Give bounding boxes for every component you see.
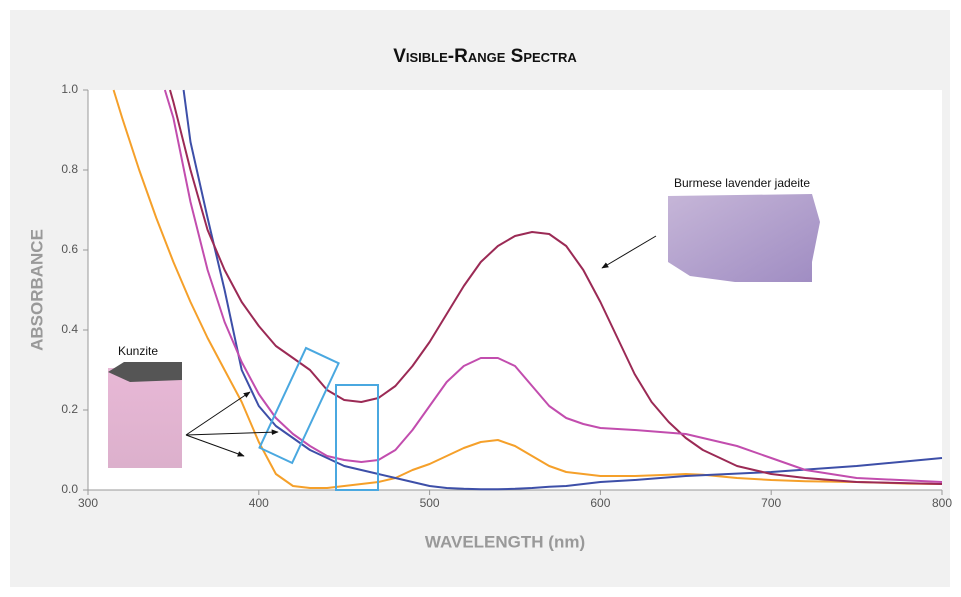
plot-area [88, 90, 942, 490]
chart-title: Visible-Range Spectra [393, 46, 577, 67]
y-tick-label: 0.8 [61, 162, 78, 176]
x-axis-label: WAVELENGTH (nm) [425, 532, 585, 551]
highlight-box [258, 346, 340, 465]
x-tick-label: 500 [420, 496, 440, 510]
annotation: Kunzite [118, 344, 158, 358]
arrow [185, 391, 251, 436]
x-tick-label: 700 [761, 496, 781, 510]
spectrum-line [182, 89, 943, 491]
x-tick-label: 600 [590, 496, 610, 510]
x-tick-label: 800 [932, 496, 952, 510]
y-axis-label: ABSORBANCE [27, 229, 46, 351]
kunzite-photo-edge [108, 362, 182, 382]
y-tick-label: 0.6 [61, 242, 78, 256]
annotation: Burmese lavender jadeite [674, 176, 810, 190]
arrow [601, 235, 657, 269]
spectrum-line [163, 89, 943, 483]
spectrum-line [112, 89, 943, 489]
arrow [185, 429, 279, 436]
kunzite-photo [108, 368, 182, 468]
spectrum-line [169, 89, 943, 485]
y-tick-label: 1.0 [61, 82, 78, 96]
y-tick-label: 0.2 [61, 402, 78, 416]
x-tick-label: 400 [249, 496, 269, 510]
x-tick-label: 300 [78, 496, 98, 510]
highlight-box [335, 384, 379, 491]
y-tick-label: 0.0 [61, 482, 78, 496]
arrow [185, 434, 245, 457]
jadeite-photo [668, 194, 820, 282]
series-layer [112, 89, 943, 491]
y-tick-label: 0.4 [61, 322, 78, 336]
